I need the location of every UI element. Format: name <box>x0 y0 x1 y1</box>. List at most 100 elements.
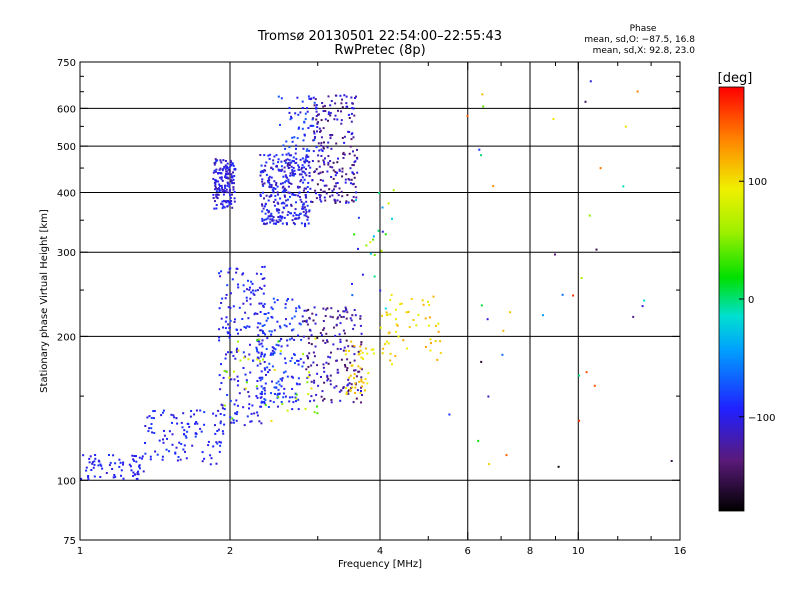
data-point <box>307 365 310 368</box>
data-point <box>305 319 308 322</box>
data-point <box>260 405 263 408</box>
data-point <box>243 290 246 293</box>
data-point <box>293 160 295 163</box>
data-point <box>267 312 270 314</box>
data-point <box>250 412 253 415</box>
data-point <box>323 163 326 166</box>
data-point <box>346 194 349 197</box>
data-point <box>336 171 339 174</box>
data-point <box>253 293 256 296</box>
data-point <box>184 450 186 453</box>
data-point <box>282 175 285 178</box>
data-point <box>122 461 125 464</box>
data-point <box>180 443 183 445</box>
data-point <box>301 170 304 173</box>
data-point <box>362 357 364 360</box>
data-point <box>302 147 305 150</box>
data-point <box>218 307 221 310</box>
data-point <box>320 376 322 378</box>
data-point <box>338 390 341 393</box>
data-point <box>329 356 332 359</box>
data-point <box>265 348 268 350</box>
data-point <box>87 476 90 479</box>
data-point <box>221 188 224 191</box>
data-point <box>304 158 307 161</box>
data-point <box>232 178 235 181</box>
data-point <box>289 172 292 175</box>
data-point <box>286 339 289 342</box>
data-point <box>231 206 234 209</box>
data-point <box>324 118 327 121</box>
data-point <box>313 306 316 309</box>
data-point <box>297 113 300 116</box>
data-point <box>260 329 263 332</box>
data-point <box>322 399 324 402</box>
data-point <box>228 185 231 188</box>
data-point <box>254 289 257 292</box>
data-point <box>214 432 217 435</box>
data-point <box>330 307 333 310</box>
data-point <box>272 219 275 222</box>
data-point <box>300 168 303 171</box>
data-point <box>322 147 325 150</box>
data-point <box>340 102 343 105</box>
data-point <box>246 288 248 291</box>
data-point <box>235 412 238 415</box>
data-point <box>295 213 298 216</box>
data-point <box>174 452 177 455</box>
data-point <box>303 187 306 190</box>
data-point <box>270 186 273 188</box>
data-point <box>334 185 337 188</box>
data-point <box>262 184 265 187</box>
data-point <box>325 361 328 364</box>
data-point <box>332 161 335 164</box>
data-point <box>280 338 283 341</box>
data-point <box>278 340 281 342</box>
data-point <box>286 409 289 412</box>
data-point <box>338 169 341 172</box>
data-point <box>315 168 318 171</box>
data-point <box>291 170 294 173</box>
data-point <box>308 374 311 377</box>
data-point <box>303 166 306 169</box>
data-point <box>351 386 354 389</box>
data-point <box>220 363 222 366</box>
data-point <box>346 367 349 370</box>
data-point <box>214 424 216 427</box>
data-point <box>329 104 332 107</box>
data-point <box>190 410 193 412</box>
data-point <box>275 183 278 186</box>
data-point <box>589 80 592 83</box>
data-point <box>354 392 357 394</box>
data-point <box>150 427 153 430</box>
data-point <box>290 375 293 378</box>
data-point <box>171 443 174 446</box>
data-point <box>270 333 273 336</box>
data-point <box>322 307 325 310</box>
data-point <box>334 102 337 105</box>
data-point <box>266 209 269 211</box>
data-point <box>242 367 245 369</box>
data-point <box>201 451 204 454</box>
data-point <box>360 378 363 381</box>
data-point <box>427 300 429 303</box>
data-point <box>287 210 290 213</box>
data-point <box>354 97 356 99</box>
data-point <box>149 455 152 458</box>
data-point <box>94 457 97 460</box>
data-point <box>264 368 267 371</box>
data-point <box>265 373 267 376</box>
data-point <box>105 472 108 474</box>
data-point <box>291 140 294 143</box>
data-point <box>213 169 216 172</box>
data-point <box>274 222 277 225</box>
data-point <box>502 329 505 332</box>
data-point <box>357 353 360 356</box>
data-point <box>226 162 229 165</box>
data-point <box>339 200 341 203</box>
data-point <box>299 158 302 161</box>
data-point <box>313 139 316 141</box>
data-point <box>219 159 222 162</box>
data-point <box>421 299 424 302</box>
data-point <box>272 190 275 193</box>
